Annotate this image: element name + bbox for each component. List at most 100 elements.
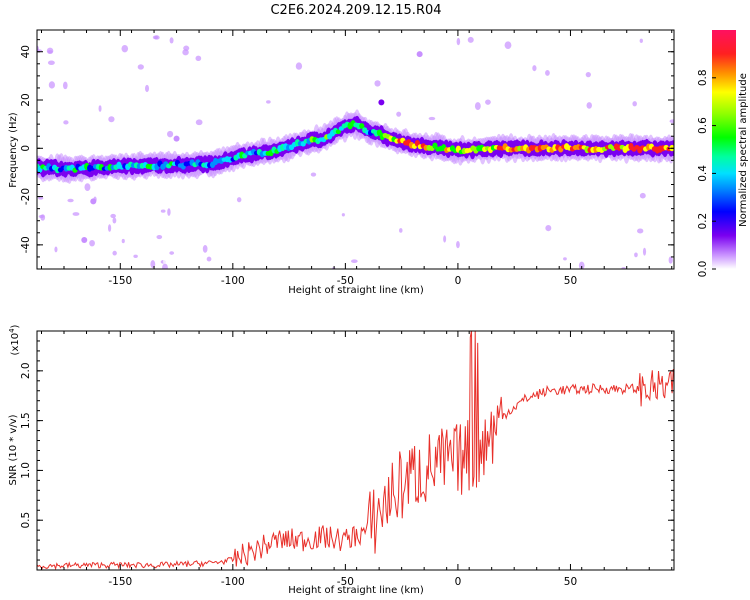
spectrogram-speckle (456, 241, 460, 249)
colorbar: 0.0 0.2 0.4 0.6 0.8 Normalized spectral ampl… (697, 30, 749, 277)
y-tick-label: -40 (20, 236, 32, 253)
spectrogram-speckle (358, 237, 364, 242)
spectrogram-speckle (112, 250, 117, 256)
spectrogram-speckle (545, 224, 552, 232)
y-tick-label: 1.5 (20, 412, 32, 429)
spectrogram-speckle (399, 228, 403, 233)
x-tick-label: 50 (564, 576, 577, 588)
spectrogram-speckle (169, 37, 174, 44)
spectrogram-speckle (519, 201, 524, 205)
y-tick-label: 0 (20, 145, 32, 152)
spectrogram-speckle (107, 224, 112, 232)
y-tick-label: 20 (20, 93, 32, 106)
spectrogram-speckle (167, 208, 171, 216)
y-tick-label: 40 (20, 45, 32, 58)
x-tick-label: -100 (221, 275, 245, 287)
spectrogram-speckle (110, 213, 116, 219)
spectrogram-speckle (504, 41, 512, 49)
spectrogram-speckle (456, 37, 461, 46)
spectrogram-speckle (38, 196, 44, 200)
spectrogram-speckle (40, 214, 46, 221)
snr-scale-label: (x104) (8, 324, 21, 355)
spectrogram-speckle (152, 35, 159, 40)
spectrogram-speckle (67, 198, 74, 203)
spectrogram-speckle (167, 130, 174, 138)
colorbar-tick-label: 0.6 (697, 117, 709, 134)
spectrogram-speckle (195, 119, 203, 126)
spectrogram-speckle (182, 49, 189, 56)
spectrogram-speckle (452, 66, 459, 74)
spectrogram-core (359, 123, 365, 129)
snr-xlabel: Height of straight line (km) (288, 585, 424, 596)
colorbar-ticks: 0.0 0.2 0.4 0.6 0.8 (697, 69, 716, 277)
snr-ticks: -150 -100 -50 0 50 0.5 1.0 1.5 2.0 (20, 331, 674, 588)
colorbar-tick-label: 0.8 (697, 69, 709, 86)
x-tick-label: -150 (108, 275, 132, 287)
spectrogram-speckle (124, 83, 130, 91)
spectrogram-speckle (48, 81, 56, 89)
snr-ylabel: SNR (10 * v/v) (8, 414, 19, 485)
spectrogram-speckle (669, 119, 674, 124)
spectrogram-ylabel: Frequency (Hz) (8, 112, 19, 188)
spectrogram-speckle (47, 50, 53, 54)
colorbar-tick-label: 0.0 (697, 261, 709, 278)
spectrogram-speckle (89, 239, 95, 247)
spectrogram-ticks: -150 -100 -50 0 50 -40 -20 0 20 40 (20, 30, 674, 287)
spectrogram-speckle (341, 213, 345, 217)
spectrogram-speckle (169, 251, 175, 255)
spectrogram-speckle (112, 217, 117, 224)
spectrogram-speckle (72, 212, 80, 216)
spectrogram-frame (36, 29, 675, 270)
spectrogram-speckle (84, 183, 91, 191)
x-tick-label: -100 (221, 576, 245, 588)
spectrogram-speckle (605, 224, 613, 231)
spectrogram-speckle (133, 254, 138, 259)
spectrogram-speckle (202, 245, 208, 253)
spectrogram-speckle (105, 71, 111, 76)
spectrogram-speckle (668, 256, 673, 264)
y-tick-label: 2.0 (20, 362, 32, 379)
spectrogram-speckle (632, 101, 637, 107)
spectrogram-speckle (160, 209, 166, 213)
spectrogram-speckle (310, 172, 317, 177)
spectrogram-speckle (467, 36, 474, 43)
spectrogram-speckle (121, 44, 129, 53)
x-tick-label: -150 (108, 576, 132, 588)
spectrogram-speckle (62, 81, 68, 90)
snr-series-line (37, 331, 674, 570)
spectrogram-blob (378, 99, 385, 106)
spectrogram-speckle (47, 60, 55, 66)
spectrogram-speckle (98, 105, 102, 112)
x-tick-label: 50 (564, 275, 577, 287)
spectrogram-speckle (351, 259, 358, 264)
colorbar-tick-label: 0.4 (697, 165, 709, 182)
spectrogram-blob (90, 198, 97, 205)
spectrogram-speckle (563, 257, 567, 261)
spectrogram-speckle (637, 228, 644, 234)
spectrogram-speckle (639, 192, 646, 199)
spectrogram-speckle (639, 38, 643, 43)
spectrogram-speckle (634, 252, 638, 258)
spectrogram-blob (81, 237, 88, 244)
spectrogram-speckle (537, 263, 544, 269)
spectrogram-speckle (63, 120, 69, 125)
x-tick-label: -50 (337, 275, 354, 287)
spectrogram-speckle (474, 102, 481, 111)
spectrogram-speckle (578, 261, 585, 269)
spectrogram-speckle (108, 116, 115, 123)
spectrogram-blob (173, 135, 180, 142)
x-tick-label: -50 (337, 576, 354, 588)
spectrogram-speckle (340, 30, 346, 34)
spectrogram-speckle (545, 69, 550, 76)
spectrogram-speckle (121, 238, 125, 244)
spectrogram-speckle (532, 65, 537, 72)
spectrogram-speckle (163, 257, 169, 266)
spectrogram-speckle (585, 71, 591, 78)
colorbar-tick-label: 0.2 (697, 213, 709, 230)
spectrogram-speckle (183, 45, 190, 51)
spectrogram-speckle (295, 62, 303, 70)
spectrogram-speckle (485, 99, 491, 105)
y-tick-label: 0.5 (20, 512, 32, 529)
spectrogram-speckle (206, 256, 212, 262)
